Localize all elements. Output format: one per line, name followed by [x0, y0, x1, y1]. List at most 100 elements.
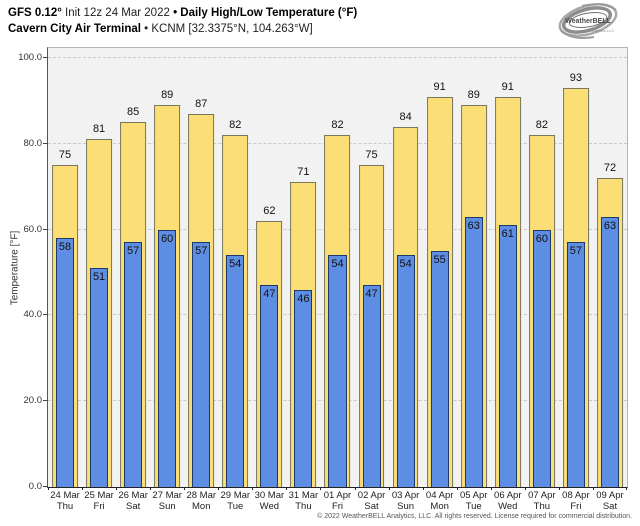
low-temp-bar: [90, 268, 109, 487]
low-temp-bar: [124, 242, 143, 487]
x-tick-mark: [456, 487, 458, 490]
y-tick-mark: [43, 142, 48, 144]
x-tick-mark: [524, 487, 526, 490]
header-line-2: Cavern City Air Terminal • KCNM [32.3375…: [8, 21, 357, 37]
x-label-date: 26 Mar: [118, 490, 148, 501]
x-label-date: 27 Mar: [152, 490, 182, 501]
low-value-label: 57: [195, 245, 208, 258]
x-axis-label: 31 Mar Thu: [286, 490, 320, 512]
low-temp-bar: [532, 229, 551, 487]
x-label-date: 09 Apr: [596, 490, 624, 501]
high-value-label: 84: [399, 110, 412, 123]
x-axis-label: 07 Apr Thu: [525, 490, 559, 512]
x-label-date: 02 Apr: [357, 490, 386, 501]
x-tick-mark: [388, 487, 390, 490]
chart-header: GFS 0.12° Init 12z 24 Mar 2022 • Daily H…: [8, 5, 357, 37]
high-value-label: 75: [365, 149, 378, 162]
x-tick-mark: [592, 487, 594, 490]
low-value-label: 54: [399, 258, 412, 271]
x-label-day: Mon: [192, 501, 211, 512]
bar-group: 85 57: [116, 48, 150, 487]
x-label-date: 06 Apr: [494, 490, 522, 501]
high-value-label: 93: [569, 71, 583, 84]
low-temp-bar: [328, 255, 347, 487]
x-tick-mark: [218, 487, 220, 490]
low-value-label: 54: [229, 258, 242, 271]
bar-group: 89 60: [150, 48, 184, 487]
high-value-label: 85: [127, 106, 140, 119]
low-value-label: 55: [433, 253, 446, 266]
low-value-label: 63: [603, 219, 617, 232]
x-axis-label: 04 Apr Mon: [423, 490, 457, 512]
low-temp-bar: [192, 242, 211, 487]
y-tick-label: 40.0: [23, 309, 43, 321]
x-axis-label: 26 Mar Sat: [116, 490, 150, 512]
low-value-label: 63: [467, 219, 480, 232]
low-temp-bar: [464, 216, 483, 487]
low-value-label: 47: [263, 288, 276, 301]
x-axis-label: 24 Mar Thu: [48, 490, 82, 512]
x-label-day: Thu: [295, 501, 312, 512]
bar-group: 75 58: [48, 48, 82, 487]
x-tick-mark: [422, 487, 424, 490]
weatherbell-logo-icon: WeatherBELL Analytics LLC: [558, 3, 618, 39]
high-value-label: 71: [297, 166, 310, 179]
x-tick-mark: [150, 487, 152, 490]
x-label-date: 30 Mar: [254, 490, 285, 501]
bar-group: 91 61: [491, 48, 525, 487]
low-value-label: 57: [569, 245, 583, 258]
x-label-day: Fri: [331, 501, 344, 512]
x-label-day: Thu: [56, 501, 74, 512]
x-label-date: 05 Apr: [459, 490, 488, 501]
bar-group: 82 60: [525, 48, 559, 487]
low-value-label: 58: [58, 241, 72, 254]
high-value-label: 72: [603, 162, 617, 175]
low-temp-bar: [566, 242, 585, 487]
y-tick-label: 80.0: [23, 137, 43, 149]
bar-group: 87 57: [184, 48, 218, 487]
x-tick-mark: [354, 487, 356, 490]
high-value-label: 82: [535, 119, 548, 132]
y-tick-mark: [43, 400, 48, 402]
x-label-day: Wed: [498, 501, 518, 512]
x-axis-label: 08 Apr Fri: [559, 490, 593, 512]
y-tick-label: 20.0: [23, 395, 43, 407]
x-label-day: Sun: [397, 501, 415, 512]
y-tick-mark: [43, 56, 48, 58]
x-label-date: 28 Mar: [186, 490, 217, 501]
logo-text: WeatherBELL: [565, 18, 611, 25]
bar-group: 89 63: [457, 48, 491, 487]
low-temp-bar: [260, 285, 279, 487]
low-value-label: 57: [127, 245, 140, 258]
bar-group: 71 46: [286, 48, 320, 487]
x-axis-label: 05 Apr Tue: [457, 490, 491, 512]
y-tick-mark: [43, 486, 48, 487]
high-value-label: 89: [161, 89, 174, 102]
footer-copyright: © 2022 WeatherBELL Analytics, LLC. All r…: [317, 513, 632, 520]
x-label-day: Fri: [570, 501, 582, 512]
bar-group: 75 47: [355, 48, 389, 487]
low-temp-bar: [430, 250, 449, 487]
x-label-date: 04 Apr: [425, 490, 454, 501]
x-tick-mark: [286, 487, 288, 490]
model-label: GFS 0.12°: [8, 7, 62, 19]
page-title: • Daily High/Low Temperature (°F): [173, 7, 358, 19]
x-tick-mark: [320, 487, 322, 490]
x-axis-label: 27 Mar Sun: [150, 490, 184, 512]
bar-group: 93 57: [559, 48, 593, 487]
logo-subtext: Analytics LLC: [590, 28, 615, 33]
init-label: Init 12z 24 Mar 2022: [61, 7, 174, 19]
header-line-1: GFS 0.12° Init 12z 24 Mar 2022 • Daily H…: [8, 5, 357, 21]
station-detail: • KCNM [32.3375°N, 104.263°W]: [140, 23, 313, 35]
low-value-label: 60: [161, 232, 174, 245]
x-label-date: 08 Apr: [562, 490, 590, 501]
x-tick-mark: [252, 487, 254, 490]
x-label-day: Sat: [602, 501, 618, 512]
x-tick-mark: [490, 487, 492, 490]
y-axis-title: Temperature [°F]: [9, 230, 21, 305]
x-label-date: 03 Apr: [391, 490, 420, 501]
x-axis-label: 06 Apr Wed: [491, 490, 525, 512]
high-value-label: 89: [467, 89, 480, 102]
high-value-label: 81: [92, 123, 106, 136]
